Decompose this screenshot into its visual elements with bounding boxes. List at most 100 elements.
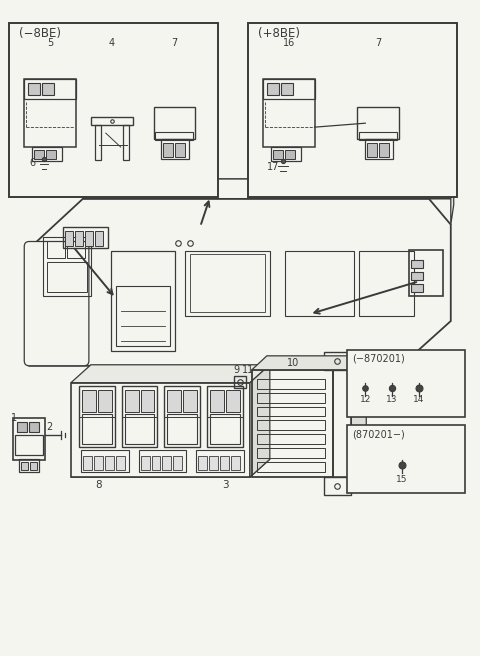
Bar [17,422,27,432]
Bar [226,390,240,411]
Bar [220,457,229,470]
Bar [125,415,155,444]
Bar [198,457,207,470]
Text: 7: 7 [375,37,381,48]
Text: 4: 4 [108,37,115,48]
Bar [21,462,28,470]
Bar [411,260,423,268]
Bar [29,422,39,432]
Bar [348,426,465,493]
Bar [156,132,193,140]
Bar [46,150,56,159]
Bar [13,419,45,461]
Bar [164,143,173,157]
Bar [105,457,114,470]
Polygon shape [252,356,366,370]
Bar [185,251,270,316]
Bar [334,370,351,477]
Bar [47,262,87,292]
Bar [190,255,265,312]
Polygon shape [351,356,366,477]
Bar [263,79,314,99]
Bar [91,117,132,125]
Text: 13: 13 [386,395,398,404]
Bar [175,143,185,157]
Bar [357,108,399,139]
Bar [267,83,279,95]
Bar [98,390,112,411]
Text: (−870201): (−870201) [352,354,405,364]
Bar [234,376,246,388]
Polygon shape [71,459,270,477]
Bar [285,251,354,316]
Bar [209,457,218,470]
Bar [252,370,334,477]
Bar [196,450,244,472]
Text: 11: 11 [242,365,254,375]
Bar [79,386,115,447]
Bar [63,226,108,249]
Text: 17: 17 [267,162,279,172]
Bar [24,79,76,99]
Text: 6: 6 [29,158,35,168]
Bar [19,459,39,472]
Bar [257,379,324,388]
Text: 1: 1 [12,413,17,424]
Bar [75,230,83,247]
Bar [82,415,112,444]
Text: 12: 12 [360,395,371,404]
Bar [95,125,101,160]
Text: 9: 9 [233,365,239,375]
Bar [257,434,324,444]
Bar [125,390,139,411]
Polygon shape [451,179,454,224]
Bar [30,462,37,470]
Bar [47,241,65,258]
Bar [324,477,351,495]
Text: 16: 16 [283,37,295,48]
FancyBboxPatch shape [24,241,89,366]
Bar [210,390,224,411]
Bar [411,272,423,280]
Bar [231,457,240,470]
Bar [67,241,85,258]
Bar [81,450,129,472]
Text: (+8BE): (+8BE) [258,27,300,40]
Text: 10: 10 [287,358,299,368]
Bar [360,251,414,316]
Bar [116,286,170,346]
Bar [263,79,314,147]
Bar [367,143,377,157]
Text: 15: 15 [396,475,408,483]
Bar [9,23,218,197]
Bar [95,230,103,247]
Bar [28,83,40,95]
Bar [111,251,175,351]
Bar [42,83,54,95]
Bar [24,79,76,147]
Bar [360,132,397,140]
Bar [183,390,197,411]
Bar [122,386,157,447]
Text: 8: 8 [96,480,102,490]
Bar [94,457,103,470]
Bar [152,457,160,470]
Bar [257,448,324,459]
Bar [141,390,155,411]
Bar [165,386,200,447]
Bar [248,23,457,197]
Polygon shape [71,382,250,477]
Bar [207,386,243,447]
Bar [409,251,443,297]
Polygon shape [71,365,270,382]
Bar [257,420,324,430]
Bar [324,352,351,370]
Text: (870201−): (870201−) [352,430,405,440]
Bar [32,147,62,161]
Text: 14: 14 [413,395,425,404]
Bar [161,139,189,159]
Text: 5: 5 [47,37,53,48]
Bar [273,150,283,159]
Bar [281,83,293,95]
Bar [257,462,324,472]
